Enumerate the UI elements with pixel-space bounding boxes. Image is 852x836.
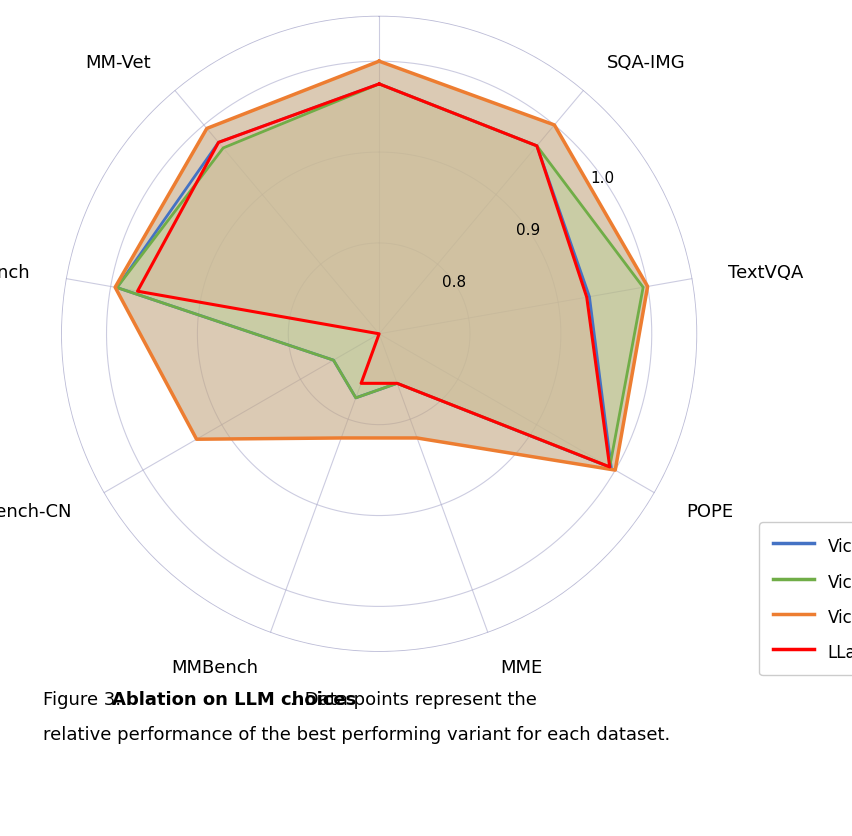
- Text: 0.8: 0.8: [441, 275, 466, 290]
- Text: MME: MME: [500, 658, 543, 676]
- Text: relative performance of the best performing variant for each dataset.: relative performance of the best perform…: [43, 725, 670, 743]
- Text: MMBench-CN: MMBench-CN: [0, 502, 72, 520]
- Text: SEED-Bench: SEED-Bench: [0, 264, 30, 282]
- Text: 0.9: 0.9: [516, 222, 540, 237]
- Text: Ablation on LLM choices: Ablation on LLM choices: [112, 690, 357, 708]
- Text: MMBench: MMBench: [171, 658, 258, 676]
- Text: Figure 3.: Figure 3.: [43, 690, 130, 708]
- Polygon shape: [117, 84, 643, 467]
- Text: TextVQA: TextVQA: [728, 264, 803, 282]
- Polygon shape: [115, 62, 648, 471]
- Text: 1.0: 1.0: [590, 171, 614, 186]
- Text: . Data points represent the: . Data points represent the: [290, 690, 537, 708]
- Legend: Vicuna-1.1, Vicuna-1.3, Vicuna-1.5, LLaMA-2-Chat: Vicuna-1.1, Vicuna-1.3, Vicuna-1.5, LLaM…: [759, 522, 852, 675]
- Text: SQA-IMG: SQA-IMG: [607, 54, 686, 72]
- Text: POPE: POPE: [686, 502, 734, 520]
- Polygon shape: [137, 84, 610, 467]
- Text: MM-Vet: MM-Vet: [86, 54, 152, 72]
